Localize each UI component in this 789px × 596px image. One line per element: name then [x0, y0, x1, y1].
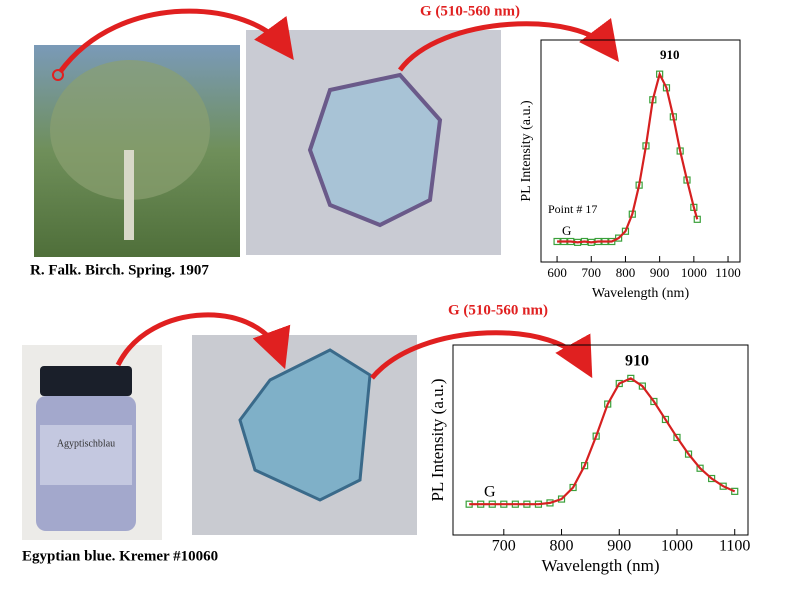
y-axis-label: PL Intensity (a.u.): [428, 378, 447, 501]
arrow: [397, 17, 620, 72]
x-tick-label: 700: [492, 538, 516, 555]
plot-frame: [540, 39, 741, 263]
caption: Egyptian blue. Kremer #10060: [22, 548, 218, 564]
annotation: G: [484, 484, 496, 501]
crystal: [307, 72, 443, 228]
tree: [50, 60, 210, 200]
x-axis-label: Wavelength (nm): [541, 556, 659, 575]
data-point: [731, 487, 739, 495]
data-point: [638, 382, 646, 390]
jar-text: Agyptischblau: [57, 438, 115, 449]
x-tick-label: 700: [582, 265, 602, 280]
x-tick-label: 1100: [715, 265, 741, 280]
point-marker: [52, 69, 64, 81]
x-axis-label: Wavelength (nm): [592, 286, 690, 301]
x-tick-label: 1100: [719, 538, 750, 555]
plot-frame: [452, 344, 749, 536]
x-tick-label: 1000: [661, 538, 693, 555]
caption: R. Falk. Birch. Spring. 1907: [30, 262, 209, 278]
data-point: [615, 234, 623, 242]
data-point: [696, 464, 704, 472]
x-tick-label: 800: [616, 265, 636, 280]
fit-line: [469, 377, 736, 506]
data-point: [615, 379, 623, 388]
x-tick-label: 1000: [681, 265, 707, 280]
fit-line: [557, 71, 699, 244]
x-tick-label: 800: [550, 538, 574, 555]
x-tick-label: 900: [607, 538, 631, 555]
data-point: [684, 450, 693, 458]
jar-label: [40, 425, 132, 485]
annotation: G: [562, 223, 571, 238]
data-point: [708, 474, 716, 483]
data-point: [661, 415, 670, 424]
annotation: Point # 17: [548, 202, 597, 216]
data-point: [569, 483, 577, 492]
arrow: [57, 8, 294, 74]
data-point: [650, 397, 658, 406]
x-tick-label: 600: [547, 265, 567, 280]
arrow-label: G (510-560 nm): [420, 3, 520, 19]
arrow: [115, 312, 291, 370]
x-tick-label: 900: [650, 265, 670, 280]
arrow: [370, 330, 593, 380]
arrow-label: G (510-560 nm): [448, 302, 548, 318]
crystal: [238, 348, 372, 502]
annotation: 910: [625, 353, 649, 370]
data-point: [621, 227, 630, 235]
data-point: [719, 482, 727, 490]
trunk: [124, 150, 134, 240]
jar-lid: [40, 366, 132, 396]
y-axis-label: PL Intensity (a.u.): [519, 100, 534, 202]
data-point: [673, 433, 681, 442]
data-point: [627, 374, 635, 382]
annotation: 910: [660, 47, 680, 62]
